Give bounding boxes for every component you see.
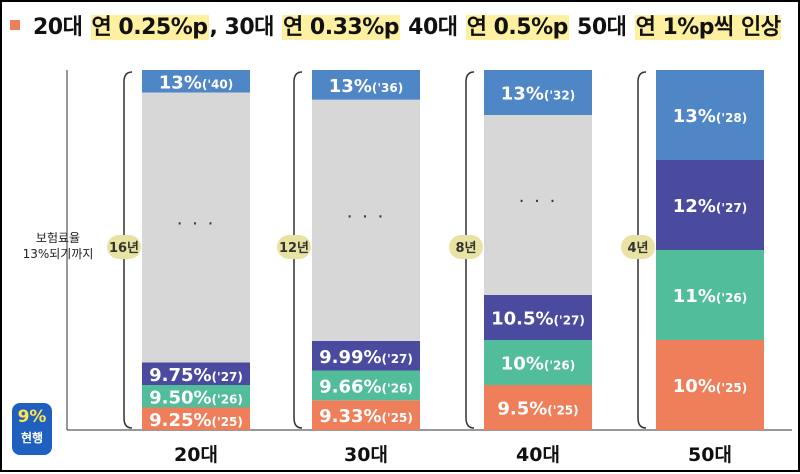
title-segment: 연 0.25%p xyxy=(90,15,209,40)
data-label: 9.99%('27) xyxy=(319,347,413,368)
bar-segment xyxy=(142,70,250,93)
data-label: 9.25%('25) xyxy=(149,410,243,431)
category-label: 20대 xyxy=(174,444,218,466)
ellipsis-label: · · · xyxy=(177,214,216,235)
duration-label: 16년 xyxy=(109,241,139,256)
left-axis-label-line1: 보험료율 xyxy=(35,231,81,245)
duration-label: 12년 xyxy=(279,241,309,256)
bar-segment xyxy=(312,99,420,341)
title-segment: 연 1%p씩 인상 xyxy=(634,15,782,40)
title-segment: , 30대 xyxy=(209,15,282,40)
data-label: 11%('26) xyxy=(673,286,747,307)
data-label: 13%('40) xyxy=(159,72,233,93)
bar-segment xyxy=(312,370,420,401)
title-bullet-icon xyxy=(10,20,20,30)
data-label: 10%('26) xyxy=(501,354,575,375)
bar-segment xyxy=(484,115,592,295)
duration-pill xyxy=(449,235,483,259)
data-label: 9.5%('25) xyxy=(497,399,578,420)
category-label: 30대 xyxy=(344,444,388,466)
current-rate-label: 현행 xyxy=(20,431,44,445)
data-label: 13%('36) xyxy=(329,76,403,97)
left-axis-label: 보험료율 13%되기까지 xyxy=(4,230,112,262)
bar-segment xyxy=(656,250,764,340)
title-segment: 50대 xyxy=(569,15,634,40)
title-segment: 20대 xyxy=(33,15,90,40)
bar-segment xyxy=(312,70,420,100)
duration-label: 8년 xyxy=(455,241,476,256)
bar-segment xyxy=(656,160,764,250)
bar-segment xyxy=(656,340,764,430)
current-rate-value: 9% xyxy=(17,407,47,427)
data-label: 13%('32) xyxy=(501,84,575,105)
current-rate-badge: 9% 현행 xyxy=(12,403,52,455)
bar-segment xyxy=(656,70,764,160)
title-segment: 연 0.33%p xyxy=(282,15,401,40)
duration-pill xyxy=(621,235,655,259)
category-label: 50대 xyxy=(688,444,732,466)
bar-segment xyxy=(312,400,420,430)
title-segment: 40대 xyxy=(401,15,465,40)
bar-segment xyxy=(142,385,250,408)
chart-title: 20대 연 0.25%p, 30대 연 0.33%p 40대 연 0.5%p 5… xyxy=(10,8,782,42)
data-label: 9.75%('27) xyxy=(149,365,243,386)
ellipsis-label: · · · xyxy=(347,206,386,227)
bar-segment xyxy=(142,92,250,363)
bar-segment xyxy=(142,362,250,385)
data-label: 9.66%('26) xyxy=(319,376,413,397)
data-label: 10.5%('27) xyxy=(491,309,585,330)
ellipsis-label: · · · xyxy=(519,191,558,212)
bar-segment xyxy=(142,407,250,430)
title-segment: 연 0.5%p xyxy=(465,15,569,40)
data-label: 12%('27) xyxy=(673,196,747,217)
left-axis-label-line2: 13%되기까지 xyxy=(22,247,94,261)
bar-segment xyxy=(484,70,592,115)
data-label: 10%('25) xyxy=(673,376,747,397)
data-label: 13%('28) xyxy=(673,106,747,127)
duration-pill xyxy=(277,235,311,259)
title-text: 20대 연 0.25%p, 30대 연 0.33%p 40대 연 0.5%p 5… xyxy=(32,9,782,41)
bar-segment xyxy=(484,340,592,385)
data-label: 9.33%('25) xyxy=(319,406,413,427)
category-label: 40대 xyxy=(516,444,560,466)
duration-pill xyxy=(107,235,141,259)
data-label: 9.50%('26) xyxy=(149,387,243,408)
bar-segment xyxy=(484,295,592,340)
duration-label: 4년 xyxy=(627,241,648,256)
bar-segment xyxy=(312,340,420,371)
bar-segment xyxy=(484,385,592,430)
